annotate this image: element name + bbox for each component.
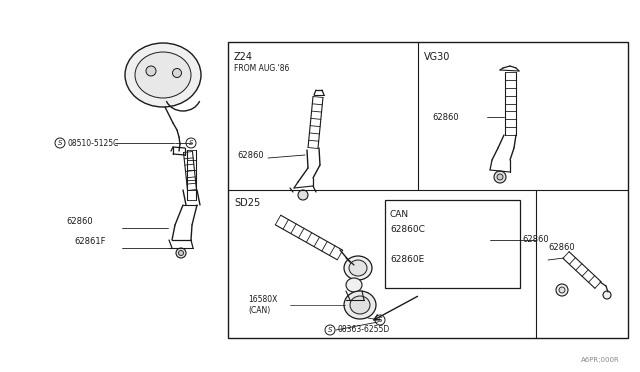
Circle shape bbox=[173, 68, 182, 77]
Text: 62860: 62860 bbox=[66, 218, 93, 227]
Bar bbox=[385, 200, 520, 288]
Text: 08510-5125C: 08510-5125C bbox=[68, 138, 120, 148]
Text: 62860: 62860 bbox=[237, 151, 264, 160]
Text: 08363-6255D: 08363-6255D bbox=[338, 326, 390, 334]
Bar bbox=[228, 42, 628, 338]
Circle shape bbox=[146, 66, 156, 76]
Ellipse shape bbox=[344, 291, 376, 319]
Text: A6PR;000R: A6PR;000R bbox=[581, 357, 620, 363]
Ellipse shape bbox=[125, 43, 201, 107]
Text: Z24: Z24 bbox=[234, 52, 253, 62]
Text: 62860: 62860 bbox=[522, 235, 548, 244]
Text: S: S bbox=[58, 140, 62, 146]
Ellipse shape bbox=[344, 256, 372, 280]
Text: 62860: 62860 bbox=[548, 244, 575, 253]
Text: S: S bbox=[189, 140, 193, 146]
Circle shape bbox=[497, 174, 503, 180]
Text: CAN: CAN bbox=[390, 210, 409, 219]
Text: SD25: SD25 bbox=[234, 198, 260, 208]
Text: (CAN): (CAN) bbox=[248, 305, 270, 314]
Circle shape bbox=[179, 250, 184, 256]
Circle shape bbox=[325, 325, 335, 335]
Ellipse shape bbox=[346, 278, 362, 292]
Circle shape bbox=[494, 171, 506, 183]
Text: FROM AUG.'86: FROM AUG.'86 bbox=[234, 64, 289, 73]
Text: 62861F: 62861F bbox=[74, 237, 106, 247]
Text: 62860C: 62860C bbox=[390, 225, 425, 234]
Ellipse shape bbox=[349, 260, 367, 276]
Circle shape bbox=[298, 190, 308, 200]
Ellipse shape bbox=[135, 52, 191, 98]
Text: 62860E: 62860E bbox=[390, 255, 424, 264]
Text: 16580X: 16580X bbox=[248, 295, 277, 305]
Circle shape bbox=[375, 315, 385, 325]
Circle shape bbox=[186, 138, 196, 148]
Text: VG30: VG30 bbox=[424, 52, 451, 62]
Ellipse shape bbox=[350, 296, 370, 314]
Circle shape bbox=[559, 287, 565, 293]
Text: 62860: 62860 bbox=[432, 112, 459, 122]
Circle shape bbox=[55, 138, 65, 148]
Text: S: S bbox=[378, 317, 382, 323]
Circle shape bbox=[176, 248, 186, 258]
Text: S: S bbox=[328, 327, 332, 333]
Circle shape bbox=[556, 284, 568, 296]
Circle shape bbox=[603, 291, 611, 299]
